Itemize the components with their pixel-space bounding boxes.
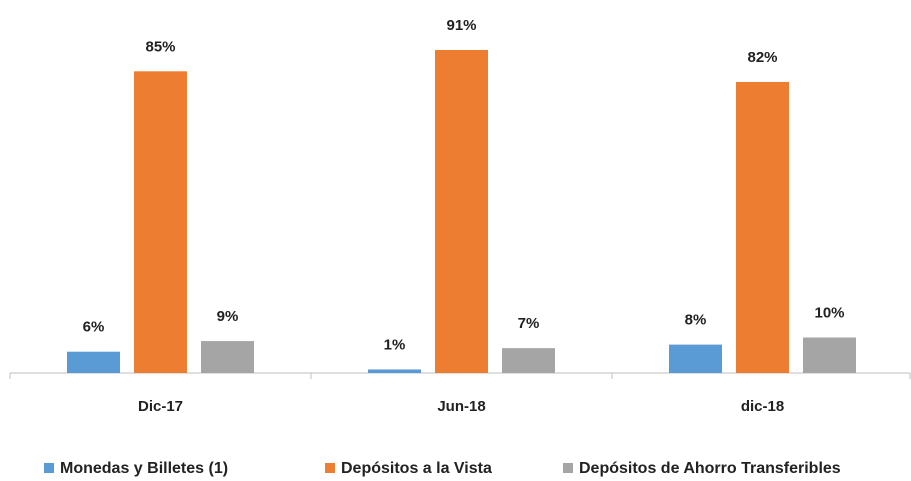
data-label: 82% [747, 49, 777, 66]
data-label: 10% [814, 304, 844, 321]
legend-label: Monedas y Billetes (1) [60, 460, 228, 477]
bar [669, 344, 722, 373]
bar [736, 81, 789, 373]
legend-label: Depósitos de Ahorro Transferibles [579, 460, 841, 477]
data-label: 6% [83, 319, 105, 336]
x-tick-label: Jun-18 [437, 398, 485, 415]
legend-swatch [325, 463, 335, 473]
x-tick-label: Dic-17 [138, 398, 183, 415]
legend-swatch [563, 463, 573, 473]
data-label: 8% [685, 312, 707, 329]
bar [134, 71, 187, 374]
bar [67, 351, 120, 373]
x-tick-label: dic-18 [741, 398, 784, 415]
data-label: 9% [217, 308, 239, 325]
legend-label: Depósitos a la Vista [341, 460, 492, 477]
bar [502, 348, 555, 373]
legend-swatch [44, 463, 54, 473]
data-label: 7% [518, 315, 540, 332]
data-label: 91% [446, 17, 476, 34]
data-label: 1% [384, 336, 406, 353]
bar [435, 50, 488, 373]
bar [201, 341, 254, 373]
bar [803, 337, 856, 373]
data-label: 85% [145, 38, 175, 55]
bar [368, 369, 421, 373]
